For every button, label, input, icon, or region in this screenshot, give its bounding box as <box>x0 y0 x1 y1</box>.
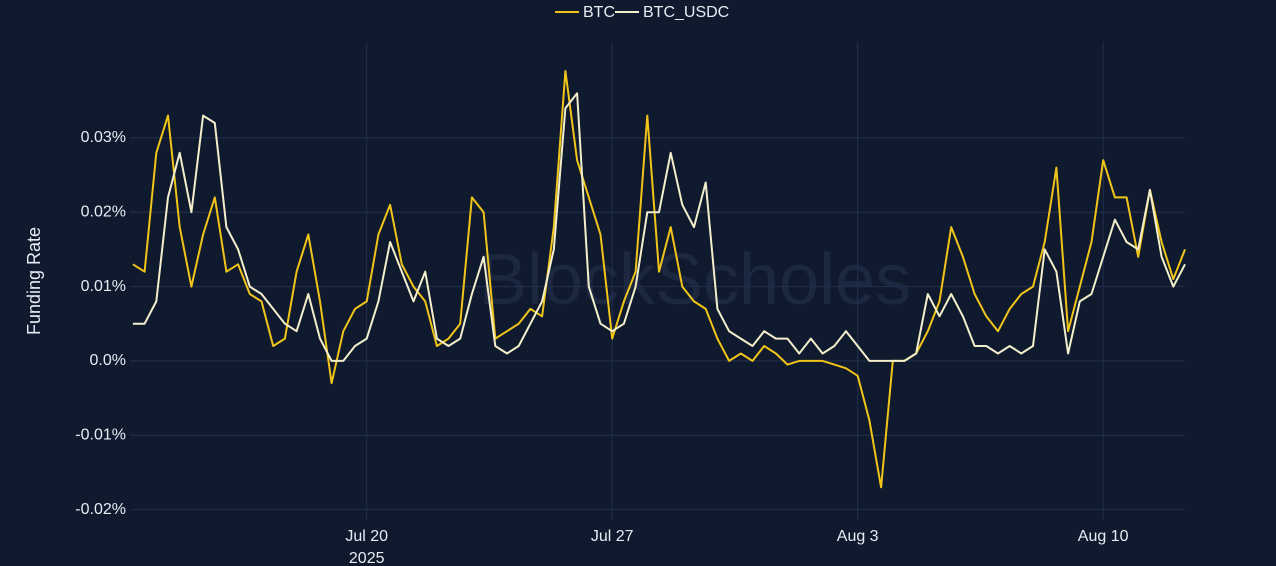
y-tick-label: -0.02% <box>75 501 126 518</box>
series-line <box>132 70 1186 489</box>
y-tick-label: 0.02% <box>81 203 126 220</box>
y-tick-label: 0.0% <box>90 352 126 369</box>
legend-label: BTC_USDC <box>643 4 729 21</box>
x-tick-year: 2025 <box>349 550 385 566</box>
y-tick-label: -0.01% <box>75 426 126 443</box>
x-tick-label: Jul 20 <box>345 528 388 545</box>
legend-label: BTC <box>583 4 615 21</box>
x-tick-label: Aug 10 <box>1078 528 1129 545</box>
y-tick-label: 0.03% <box>81 129 126 146</box>
x-tick-label: Jul 27 <box>591 528 634 545</box>
x-tick-label: Aug 3 <box>837 528 879 545</box>
series-line <box>132 92 1186 362</box>
y-axis-label: Funding Rate <box>24 227 44 335</box>
y-tick-label: 0.01% <box>81 278 126 295</box>
